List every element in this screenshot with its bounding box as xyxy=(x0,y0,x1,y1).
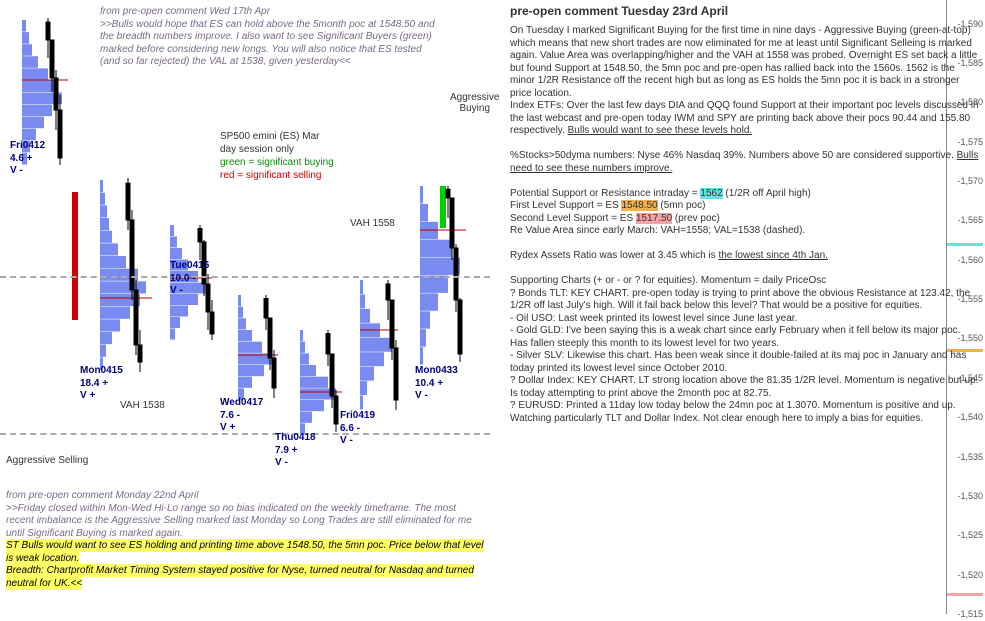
dashed-level xyxy=(0,276,490,278)
day-label-tue0416: Tue041610.0 -V - xyxy=(170,260,209,298)
sc-dxy: ? Dollar Index: KEY CHART. LT strong loc… xyxy=(510,375,980,400)
aggressive-buying-label: Aggressive Buying xyxy=(450,92,499,114)
commentary-panel: pre-open comment Tuesday 23rd April On T… xyxy=(510,4,980,425)
support2-line: Second Level Support = ES 1517.50 (prev … xyxy=(510,213,980,226)
day-label-mon0415: Mon041518.4 +V + xyxy=(80,365,123,403)
ytick: -1,530 xyxy=(957,491,983,501)
sc-eurusd: ? EURUSD: Printed a 11day low today belo… xyxy=(510,400,980,413)
ytick: -1,515 xyxy=(957,609,983,619)
sr-line: Potential Support or Resistance intraday… xyxy=(510,188,980,201)
para-main: On Tuesday I marked Significant Buying f… xyxy=(510,25,980,100)
sc-tlt: ? Bonds TLT: KEY CHART. pre-open today i… xyxy=(510,288,980,313)
day-label-mon0422: Mon043310.4 +V - xyxy=(415,365,458,403)
day-label-wed0417: Wed04177.6 -V + xyxy=(220,397,263,435)
ytick: -1,525 xyxy=(957,530,983,540)
day-label-fri0412: Fri04124.6 +V - xyxy=(10,140,45,178)
va-line: Re Value Area since early March: VAH=155… xyxy=(510,225,980,238)
legend-instrument: SP500 emini (ES) Mar xyxy=(220,130,334,143)
bottom-comment: from pre-open comment Monday 22nd April … xyxy=(6,490,486,590)
day-label-thu0418: Thu04187.9 +V - xyxy=(275,432,316,470)
support1-line: First Level Support = ES 1548.50 (5mn po… xyxy=(510,200,980,213)
ytick: -1,535 xyxy=(957,452,983,462)
bottom-comment-hl2: Breadth: Chartprofit Market Timing Syste… xyxy=(6,564,474,590)
rydex-line: Rydex Assets Ratio was lower at 3.45 whi… xyxy=(510,250,980,263)
day-label-fri0419: Fri04196.6 -V - xyxy=(340,410,375,448)
sc-gld: - Gold GLD: I've been saying this is a w… xyxy=(510,325,980,350)
legend-red: red = significant selling xyxy=(220,169,334,182)
aggressive-selling-label: Aggressive Selling xyxy=(6,455,88,466)
sc-uso: - Oil USO: Last week printed its lowest … xyxy=(510,313,980,326)
sc-slv: - Silver SLV: Likewise this chart. Has b… xyxy=(510,350,980,375)
legend-session: day session only xyxy=(220,143,334,156)
bottom-comment-plain: from pre-open comment Monday 22nd April … xyxy=(6,490,486,540)
commentary-title: pre-open comment Tuesday 23rd April xyxy=(510,4,980,19)
sc-summary: Watching particularly TLT and Dollar Ind… xyxy=(510,413,980,426)
chart-legend: SP500 emini (ES) Mar day session only gr… xyxy=(220,130,334,182)
legend-green: green = significant buying xyxy=(220,156,334,169)
top-comment: from pre-open comment Wed 17th Apr >>Bul… xyxy=(100,6,440,69)
price-marker xyxy=(947,593,983,596)
chart-area: from pre-open comment Wed 17th Apr >>Bul… xyxy=(0,0,490,621)
supporting-charts-title: Supporting Charts (+ or - or ? for equit… xyxy=(510,275,980,288)
para-breadth: %Stocks>50dyma numbers: Nyse 46% Nasdaq … xyxy=(510,150,980,175)
bottom-comment-hl1: ST Bulls would want to see ES holding an… xyxy=(6,539,484,565)
vah-label: VAH 1558 xyxy=(350,218,395,229)
val-label: VAH 1538 xyxy=(120,400,165,411)
ytick: -1,520 xyxy=(957,570,983,580)
para-etfs: Index ETFs: Over the last few days DIA a… xyxy=(510,100,980,138)
